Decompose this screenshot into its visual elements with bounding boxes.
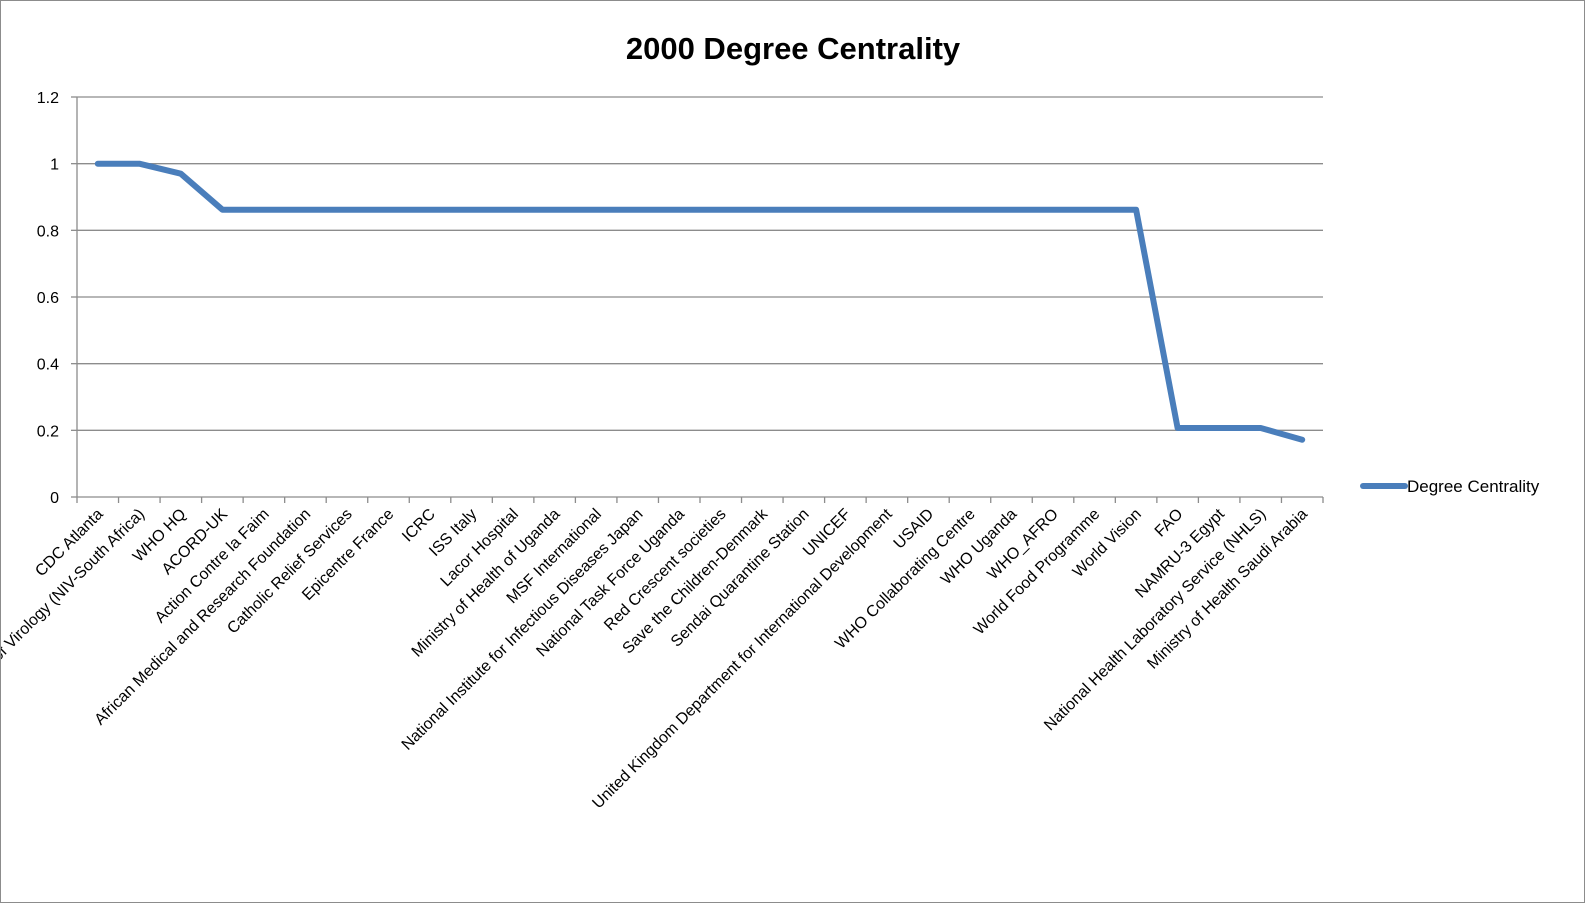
y-tick-label: 0.8 (37, 223, 59, 240)
y-tick-label: 1.2 (37, 90, 59, 107)
grid-lines (77, 96, 1323, 431)
x-tick-label: FAO (1152, 506, 1187, 541)
x-tick-label: ICRC (399, 506, 439, 546)
y-tick-label: 1 (50, 157, 59, 174)
y-tick-label: 0 (50, 490, 59, 507)
chart-title: 2000 Degree Centrality (626, 31, 961, 66)
y-tick-label: 0.2 (37, 423, 59, 440)
axes (71, 96, 1324, 503)
series-layer (94, 160, 1306, 443)
series-line-degree-centrality (94, 160, 1306, 443)
legend-label: Degree Centrality (1407, 477, 1540, 496)
y-axis-tick-labels: 0 0.2 0.4 0.6 0.8 1 1.2 (37, 90, 59, 507)
x-axis-tick-labels: CDC AtlantaNational Institute of Virolog… (1, 505, 1311, 812)
y-tick-label: 0.4 (37, 357, 59, 374)
y-tick-label: 0.6 (37, 290, 59, 307)
legend: Degree Centrality (1360, 477, 1540, 496)
